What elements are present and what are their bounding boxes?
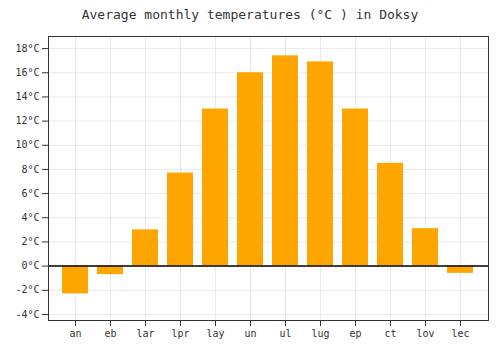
svg-text:-4°C: -4°C (15, 309, 39, 320)
svg-text:8°C: 8°C (21, 164, 39, 175)
svg-text:un: un (244, 328, 256, 339)
svg-text:0°C: 0°C (21, 260, 39, 271)
svg-text:lov: lov (416, 328, 434, 339)
svg-text:14°C: 14°C (15, 91, 39, 102)
svg-text:lar: lar (136, 328, 154, 339)
svg-text:2°C: 2°C (21, 236, 39, 247)
svg-text:18°C: 18°C (15, 43, 39, 54)
svg-text:6°C: 6°C (21, 188, 39, 199)
svg-text:ul: ul (279, 328, 291, 339)
svg-text:lec: lec (451, 328, 469, 339)
svg-text:ct: ct (384, 328, 396, 339)
svg-text:16°C: 16°C (15, 67, 39, 78)
svg-text:lay: lay (206, 328, 224, 339)
svg-text:10°C: 10°C (15, 139, 39, 150)
svg-text:ep: ep (349, 328, 361, 339)
svg-text:an: an (69, 328, 81, 339)
svg-text:lpr: lpr (171, 328, 189, 339)
html-text:Average monthly temperatures (: Average monthly temperatures (°C ) in Do… (81, 7, 419, 22)
svg-text:12°C: 12°C (15, 115, 39, 126)
svg-text:-2°C: -2°C (15, 284, 39, 295)
svg-text:eb: eb (104, 328, 116, 339)
svg-text:4°C: 4°C (21, 212, 39, 223)
svg-text:lug: lug (311, 328, 329, 339)
